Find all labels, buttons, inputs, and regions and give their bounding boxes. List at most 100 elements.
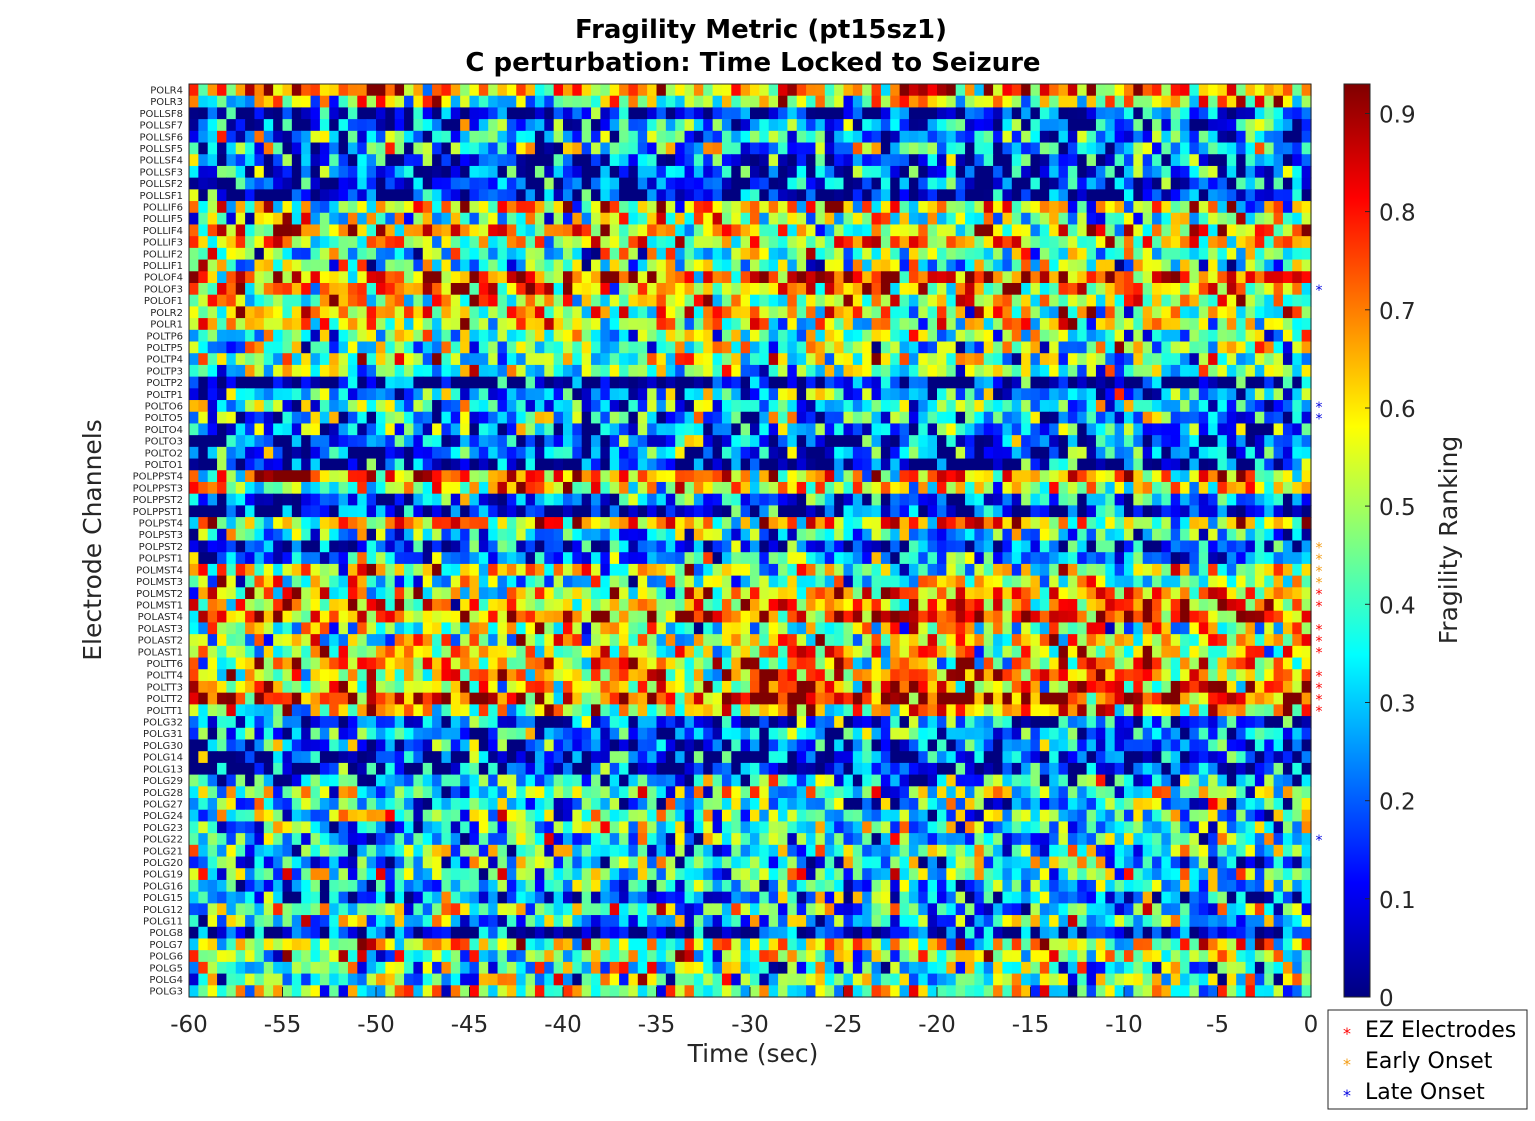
heatmap-cell	[544, 259, 555, 272]
heatmap-cell	[656, 446, 667, 460]
heatmap-cell	[572, 329, 583, 343]
heatmap-cell	[198, 259, 209, 272]
heatmap-cell	[1170, 189, 1181, 202]
heatmap-cell	[432, 212, 443, 226]
heatmap-cell	[993, 481, 1004, 495]
heatmap-cell	[1030, 294, 1041, 307]
heatmap-cell	[684, 353, 695, 366]
heatmap-cell	[890, 481, 901, 495]
heatmap-cell	[581, 423, 592, 436]
heatmap-cell	[525, 84, 536, 97]
heatmap-cell	[1105, 446, 1116, 460]
heatmap-cell	[1077, 224, 1088, 237]
heatmap-cell	[544, 165, 555, 179]
heatmap-cell	[684, 563, 695, 577]
heatmap-cell	[1039, 446, 1050, 460]
heatmap-cell	[890, 353, 901, 366]
heatmap-cell	[1067, 119, 1078, 132]
heatmap-cell	[450, 84, 461, 97]
heatmap-cell	[1217, 493, 1228, 506]
heatmap-cell	[1030, 130, 1041, 144]
heatmap-cell	[1077, 435, 1088, 448]
heatmap-cell	[245, 458, 256, 471]
heatmap-cell	[544, 353, 555, 366]
heatmap-cell	[273, 470, 284, 483]
heatmap-cell	[796, 329, 807, 343]
heatmap-cell	[1208, 318, 1219, 331]
heatmap-cell	[852, 493, 863, 506]
heatmap-cell	[1292, 142, 1303, 155]
heatmap-cell	[1067, 400, 1078, 413]
heatmap-cell	[347, 400, 358, 413]
heatmap-cell	[1105, 306, 1116, 319]
heatmap-cell	[198, 189, 209, 202]
heatmap-cell	[778, 435, 788, 448]
heatmap-cell	[1077, 177, 1088, 190]
heatmap-cell	[993, 130, 1004, 144]
heatmap-cell	[993, 528, 1004, 542]
heatmap-cell	[207, 142, 218, 155]
heatmap-cell	[198, 505, 209, 518]
heatmap-cell	[460, 423, 471, 436]
heatmap-cell	[591, 517, 601, 530]
heatmap-cell	[254, 247, 265, 261]
heatmap-cell	[450, 540, 461, 553]
heatmap-cell	[712, 294, 723, 307]
heatmap-cell	[1152, 552, 1162, 565]
heatmap-cell	[310, 119, 321, 132]
heatmap-cell	[834, 435, 845, 448]
heatmap-cell	[198, 282, 209, 296]
heatmap-cell	[189, 411, 199, 425]
heatmap-cell	[450, 165, 461, 179]
heatmap-cell	[1086, 212, 1097, 226]
heatmap-cell	[890, 364, 901, 378]
heatmap-cell	[553, 528, 564, 542]
heatmap-cell	[1217, 400, 1228, 413]
heatmap-cell	[506, 247, 517, 261]
heatmap-cell	[1124, 341, 1134, 354]
heatmap-cell	[441, 212, 452, 226]
heatmap-cell	[1180, 446, 1191, 460]
heatmap-cell	[721, 318, 732, 331]
heatmap-cell	[282, 84, 293, 97]
heatmap-cell	[563, 95, 573, 109]
heatmap-cell	[422, 329, 433, 343]
heatmap-cell	[1021, 236, 1032, 249]
heatmap-cell	[937, 154, 947, 167]
heatmap-cell	[796, 470, 807, 483]
heatmap-cell	[628, 353, 639, 366]
heatmap-cell	[890, 376, 901, 389]
heatmap-cell	[1217, 458, 1228, 471]
heatmap-cell	[1264, 435, 1275, 448]
heatmap-cell	[1086, 446, 1097, 460]
heatmap-cell	[1226, 481, 1237, 495]
heatmap-cell	[366, 212, 377, 226]
heatmap-cell	[1021, 259, 1032, 272]
heatmap-cell	[516, 177, 527, 190]
heatmap-cell	[908, 271, 919, 284]
heatmap-cell	[263, 294, 274, 307]
heatmap-cell	[871, 165, 882, 179]
heatmap-cell	[1236, 154, 1247, 167]
heatmap-cell	[338, 446, 349, 460]
heatmap-cell	[955, 177, 966, 190]
heatmap-cell	[1039, 493, 1050, 506]
heatmap-cell	[918, 142, 929, 155]
heatmap-cell	[890, 470, 901, 483]
heatmap-cell	[329, 458, 340, 471]
heatmap-cell	[721, 247, 732, 261]
heatmap-cell	[693, 165, 704, 179]
heatmap-cell	[1198, 423, 1209, 436]
heatmap-cell	[217, 212, 227, 226]
heatmap-cell	[413, 189, 424, 202]
heatmap-cell	[1086, 388, 1097, 401]
heatmap-cell	[254, 540, 265, 553]
heatmap-cell	[1198, 201, 1209, 214]
heatmap-cell	[1226, 458, 1237, 471]
heatmap-cell	[731, 470, 742, 483]
heatmap-cell	[937, 212, 947, 226]
heatmap-cell	[927, 154, 938, 167]
heatmap-cell	[712, 528, 723, 542]
heatmap-cell	[1292, 552, 1303, 565]
heatmap-cell	[918, 154, 929, 167]
